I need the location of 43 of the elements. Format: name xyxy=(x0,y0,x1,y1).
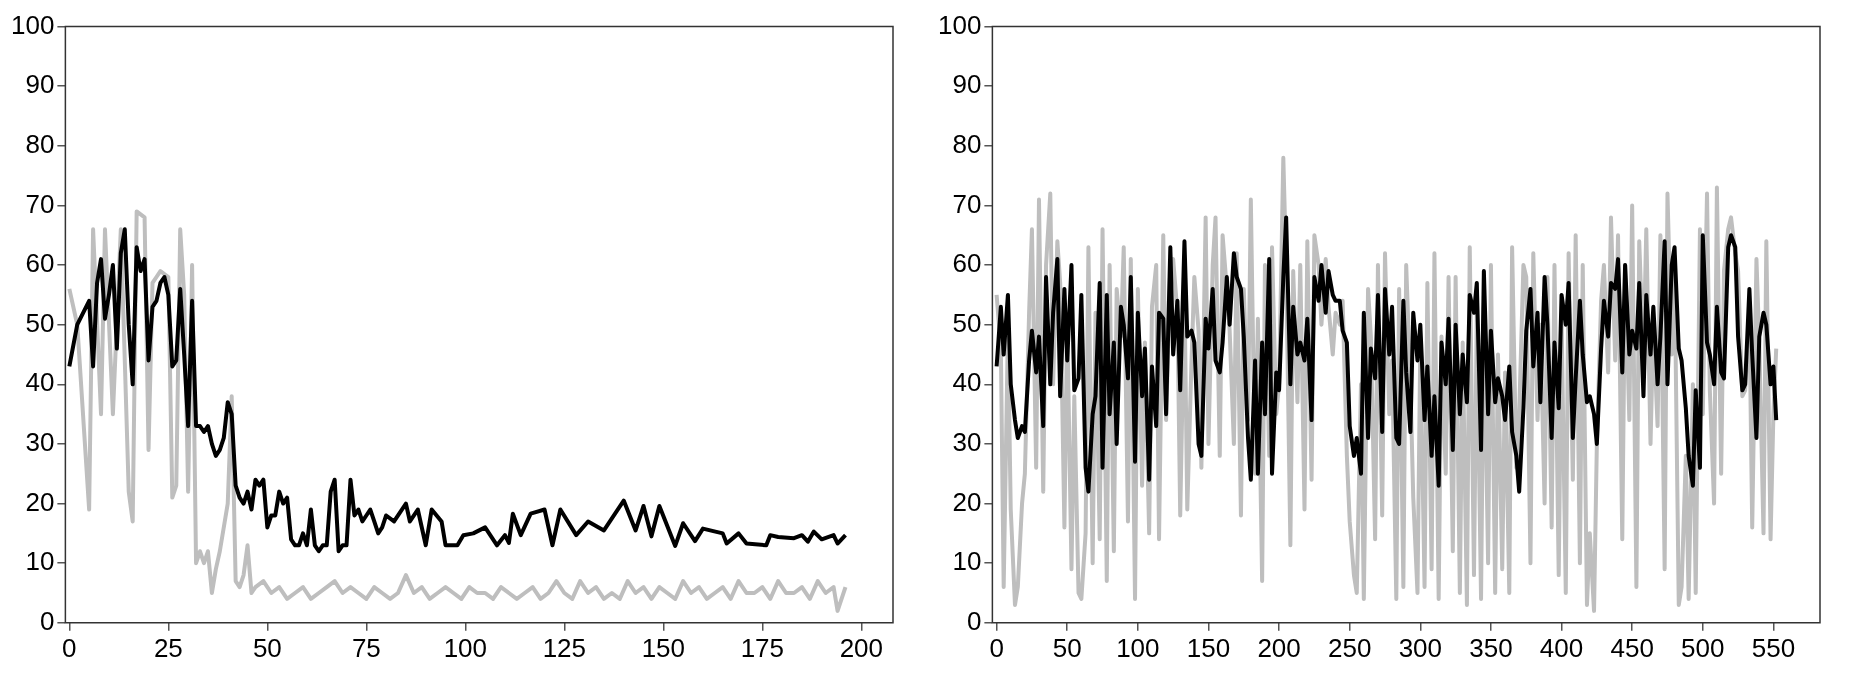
x-tick-label: 200 xyxy=(1257,632,1301,663)
x-tick-label: 300 xyxy=(1398,632,1443,663)
y-tick-label: 100 xyxy=(937,9,982,40)
x-tick-label: 200 xyxy=(839,632,884,663)
y-tick-label: 20 xyxy=(25,486,55,517)
y-tick-label: 10 xyxy=(952,546,982,577)
y-tick-label: 100 xyxy=(10,9,55,40)
x-tick-label: 350 xyxy=(1469,632,1513,663)
y-tick-label: 50 xyxy=(25,307,55,338)
x-tick-label: 175 xyxy=(740,632,785,663)
x-tick-label: 250 xyxy=(1328,632,1372,663)
x-tick-label: 125 xyxy=(542,632,587,663)
x-tick-label: 500 xyxy=(1681,632,1725,663)
y-tick-label: 90 xyxy=(952,69,982,100)
y-tick-label: 30 xyxy=(25,427,55,458)
y-tick-label: 90 xyxy=(25,69,55,100)
y-tick-label: 50 xyxy=(952,307,982,338)
x-tick-label: 100 xyxy=(1116,632,1160,663)
y-tick-label: 20 xyxy=(952,486,982,517)
x-tick-label: 50 xyxy=(252,632,282,663)
y-tick-label: 80 xyxy=(952,129,982,160)
y-tick-label: 0 xyxy=(39,605,55,636)
x-tick-label: 150 xyxy=(641,632,686,663)
x-tick-label: 450 xyxy=(1610,632,1654,663)
y-tick-label: 60 xyxy=(25,248,55,279)
y-tick-label: 70 xyxy=(952,188,982,219)
y-tick-label: 10 xyxy=(25,546,55,577)
y-tick-label: 80 xyxy=(25,129,55,160)
y-tick-label: 40 xyxy=(25,367,55,398)
y-tick-label: 70 xyxy=(25,188,55,219)
y-tick-label: 30 xyxy=(952,427,982,458)
x-tick-label: 75 xyxy=(351,632,381,663)
x-tick-label: 150 xyxy=(1186,632,1231,663)
x-tick-label: 400 xyxy=(1539,632,1584,663)
x-tick-label: 50 xyxy=(1052,632,1082,663)
x-tick-label: 100 xyxy=(443,632,488,663)
x-tick-label: 0 xyxy=(989,632,1004,663)
x-tick-label: 550 xyxy=(1751,632,1796,663)
x-tick-label: 0 xyxy=(62,632,77,663)
y-tick-label: 60 xyxy=(952,248,982,279)
y-tick-label: 0 xyxy=(966,605,982,636)
y-tick-label: 40 xyxy=(952,367,982,398)
x-tick-label: 25 xyxy=(153,632,183,663)
